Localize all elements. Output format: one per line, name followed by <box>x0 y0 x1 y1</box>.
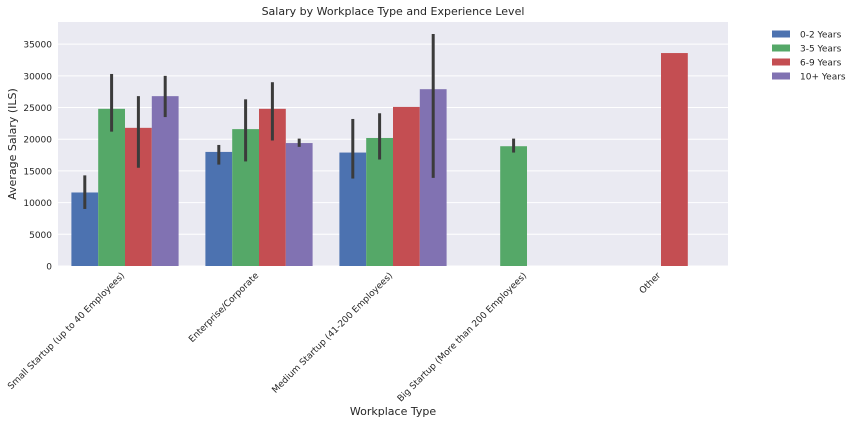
bar <box>151 96 179 266</box>
x-axis-label: Workplace Type <box>350 405 436 418</box>
bars <box>71 53 688 266</box>
y-tick-label: 10000 <box>23 199 52 209</box>
legend-label: 10+ Years <box>800 73 846 83</box>
bar <box>205 151 233 266</box>
x-tick-label: Small Startup (up to 40 Employees) <box>6 271 127 392</box>
error-bars <box>83 34 516 209</box>
bar <box>393 106 420 266</box>
bar <box>98 108 125 266</box>
y-tick-label: 20000 <box>23 136 52 146</box>
y-tick-label: 30000 <box>23 72 52 82</box>
legend-swatch <box>772 58 790 66</box>
legend-label: 6-9 Years <box>800 59 842 69</box>
legend-swatch <box>772 30 790 38</box>
y-tick-label: 15000 <box>23 167 52 177</box>
chart-title: Salary by Workplace Type and Experience … <box>262 5 525 18</box>
x-tick-label: Other <box>638 271 663 296</box>
y-tick-label: 25000 <box>23 104 52 114</box>
x-tick-labels: Small Startup (up to 40 Employees) Enterp… <box>6 271 663 404</box>
x-tick-label: Medium Startup (41-200 Employees) <box>271 271 396 396</box>
x-tick-label: Enterprise/Corporate <box>187 271 261 345</box>
legend: 0-2 Years 3-5 Years 6-9 Years 10+ Years <box>772 30 846 83</box>
legend-label: 0-2 Years <box>800 31 842 41</box>
y-tick-label: 0 <box>46 263 52 273</box>
x-tick-label: Big Startup (More than 200 Employees) <box>396 271 529 404</box>
legend-swatch <box>772 44 790 52</box>
y-axis-label: Average Salary (ILS) <box>6 88 19 200</box>
legend-label: 3-5 Years <box>800 45 842 55</box>
y-tick-label: 35000 <box>23 41 52 51</box>
bar <box>285 143 313 266</box>
bar <box>500 146 527 266</box>
y-tick-label: 5000 <box>29 231 52 241</box>
legend-swatch <box>772 72 790 80</box>
bar <box>661 53 688 266</box>
y-tick-labels: 0 5000 10000 15000 20000 25000 30000 35000 <box>23 41 52 273</box>
